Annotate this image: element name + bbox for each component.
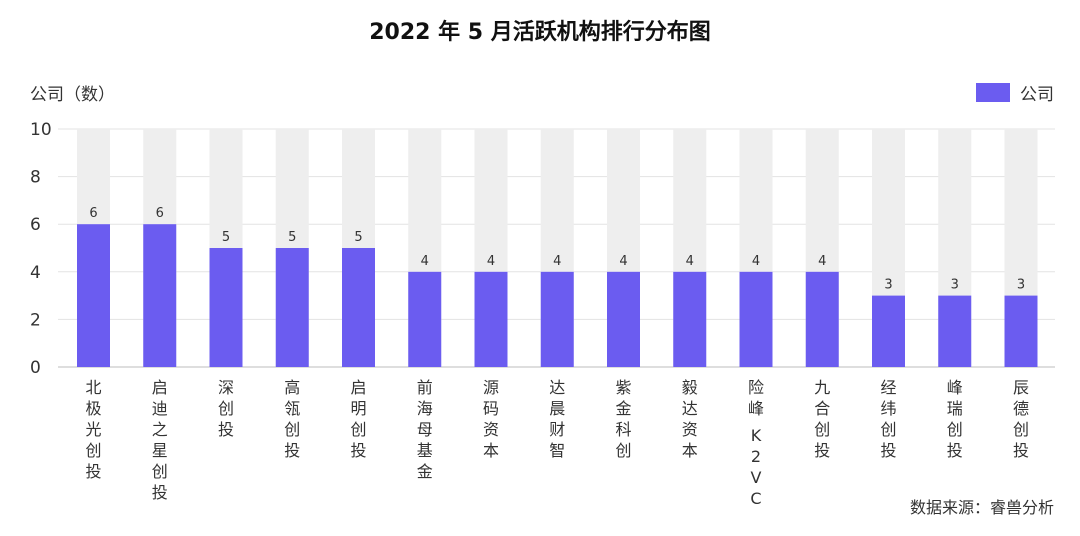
bar — [872, 295, 905, 367]
bar — [342, 248, 375, 367]
y-tick-label: 0 — [30, 358, 41, 378]
y-tick-label: 8 — [30, 168, 41, 188]
data-source: 数据来源：睿兽分析 — [909, 498, 1054, 517]
bar — [209, 248, 243, 367]
x-tick-label: 辰德创投 — [1013, 378, 1029, 460]
data-label: 4 — [686, 254, 694, 269]
x-tick-label: 峰瑞创投 — [947, 378, 963, 460]
data-label: 6 — [89, 206, 97, 221]
bar — [673, 271, 707, 367]
x-tick-label: 毅达资本 — [682, 378, 698, 460]
x-tick-label: 险峰 K 2 V C — [748, 378, 764, 508]
data-label: 6 — [156, 206, 164, 221]
bar — [474, 271, 508, 367]
data-label: 3 — [1017, 278, 1025, 293]
bar — [77, 224, 110, 367]
legend-swatch — [976, 83, 1010, 102]
data-label: 4 — [553, 254, 561, 269]
y-tick-label: 4 — [30, 263, 41, 283]
data-label: 4 — [421, 254, 429, 269]
y-tick-label: 10 — [30, 120, 52, 140]
bar — [739, 271, 773, 367]
x-tick-label: 源码资本 — [483, 378, 499, 460]
bar — [143, 224, 177, 367]
x-tick-label: 高瓴创投 — [284, 378, 300, 460]
data-label: 5 — [354, 230, 362, 245]
data-label: 4 — [487, 254, 495, 269]
bar — [540, 271, 574, 367]
x-tick-label: 前海母基金 — [417, 378, 433, 481]
bar — [607, 271, 640, 367]
legend-label: 公司 — [1020, 85, 1054, 105]
bar — [938, 295, 972, 367]
bar — [805, 271, 839, 367]
data-label: 4 — [752, 254, 760, 269]
x-tick-label: 九合创投 — [814, 378, 830, 460]
data-label: 4 — [818, 254, 826, 269]
x-tick-label: 经纬创投 — [880, 378, 896, 460]
data-label: 3 — [884, 278, 892, 293]
chart-title: 2022 年 5 月活跃机构排行分布图 — [369, 20, 711, 45]
bar — [408, 271, 442, 367]
bar — [1004, 295, 1038, 367]
x-tick-label: 紫金科创 — [615, 378, 631, 460]
data-label: 3 — [951, 278, 959, 293]
bar — [275, 248, 309, 367]
legend: 公司 — [976, 80, 1054, 105]
y-axis-label: 公司（数） — [30, 85, 115, 105]
data-label: 5 — [222, 230, 230, 245]
y-tick-label: 6 — [30, 215, 41, 235]
x-tick-label: 深创投 — [218, 378, 234, 439]
data-label: 5 — [288, 230, 296, 245]
x-tick-label: 启明创投 — [350, 378, 366, 460]
data-label: 4 — [619, 254, 627, 269]
x-tick-label: 北极光创投 — [85, 378, 101, 481]
y-tick-label: 2 — [30, 310, 41, 330]
x-tick-label: 达晨财智 — [549, 378, 565, 460]
x-tick-label: 启迪之星创投 — [152, 378, 168, 502]
